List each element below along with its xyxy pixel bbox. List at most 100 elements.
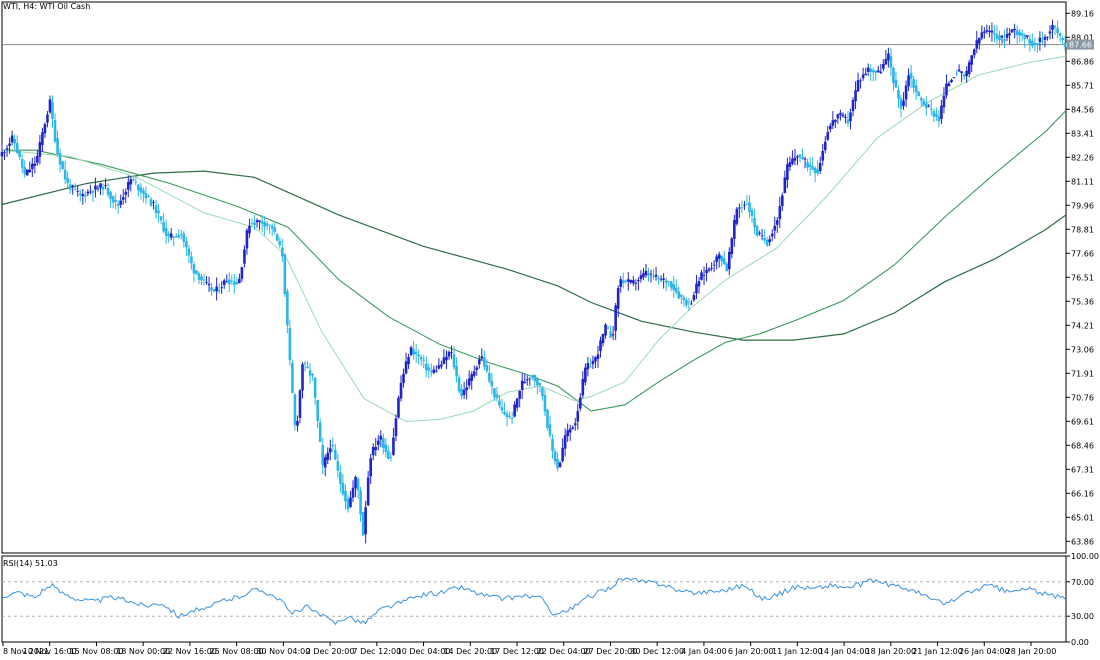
candle-bull [947,83,951,87]
candle-bull [710,267,713,269]
candle-bull [89,191,92,193]
x-tick-label: 11 Jan 12:00 [772,647,823,656]
candle-bull [1048,31,1052,34]
candle-bull [778,206,782,220]
candle-bear [452,354,456,368]
candle-bear [1036,43,1039,46]
candle-bull [240,267,244,279]
candle-bear [753,218,756,228]
candle-bull [619,279,623,287]
y-tick-label: 76.51 [1071,273,1094,282]
candle-bull [596,354,600,359]
candle-bear [606,327,610,329]
candle-bear [273,227,277,232]
candle-bull [821,151,825,161]
candle-bear [250,223,254,224]
y-tick-label: 70.76 [1071,393,1094,402]
candle-bear [1015,30,1019,35]
candle-bull [844,116,847,118]
candle-bull [472,371,476,376]
candle-bull [972,49,976,56]
candle-bull [3,152,6,154]
candle-bull [831,120,835,126]
candle-bull [301,364,304,391]
candle-bull [861,74,865,79]
candle-bear [283,254,287,295]
candle-bear [483,357,486,367]
candle-bull [578,397,582,409]
candle-bear [813,167,817,174]
candle-bear [263,222,266,227]
candle-bear [488,372,491,382]
candle-bull [700,272,703,280]
candle-bear [460,388,463,397]
candle-bull [129,179,133,185]
candle-bear [536,379,539,386]
candle-bull [758,232,761,234]
candle-bear [389,456,393,459]
candle-bull [629,280,633,283]
candle-bear [109,192,112,200]
candle-bull [402,373,405,383]
candle-bull [907,75,910,87]
candle-bear [899,98,903,109]
candle-bear [382,438,385,449]
candle-bear [680,295,683,297]
y-tick-label: 79.96 [1071,201,1094,210]
y-tick-label: 69.61 [1071,417,1094,426]
candle-bull [773,225,777,231]
candle-bear [313,377,317,398]
candle-bull [849,112,852,121]
candle-bull [558,462,562,467]
candle-bull [243,249,246,264]
candle-bear [233,281,236,285]
candle-bear [871,69,875,73]
candle-bear [387,450,390,460]
candle-bear [917,91,920,97]
candle-bull [856,80,860,92]
candle-bull [374,447,378,451]
candle-bear [192,264,196,274]
candle-bear [1063,42,1067,47]
y-tick-label: 73.06 [1071,345,1094,354]
candle-bear [114,200,117,202]
candle-bear [361,512,365,536]
candle-bear [897,90,900,99]
candle-bull [442,357,446,364]
candle-bull [480,356,484,359]
candle-bull [10,135,14,143]
candle-bear [23,167,27,175]
candle-bear [116,203,120,206]
candle-bull [462,389,466,395]
candle-bull [409,347,413,355]
candle-bear [505,413,509,418]
candle-bear [1028,38,1032,44]
candle-bull [927,105,931,107]
candle-bull [99,183,102,188]
candle-bull [654,274,658,277]
candle-bear [801,156,804,160]
candle-bear [914,85,918,93]
candle-bull [86,191,90,194]
candle-bull [475,367,479,371]
rsi-panel-frame [1,555,1067,643]
candle-bear [490,380,494,387]
candle-bull [730,238,734,255]
y-tick-label: 82.26 [1071,153,1094,162]
candle-bear [179,234,183,236]
candle-bear [869,68,873,72]
candle-bull [626,279,630,282]
chart-title: WTI, H4: WTI Oil Cash [3,2,91,11]
candle-bear [455,365,458,377]
candle-bull [945,83,948,96]
candle-bear [755,225,759,236]
candle-bear [200,276,203,281]
candle-bull [690,303,693,305]
x-tick-label: 6 Jan 20:00 [728,647,774,656]
candle-bull [369,458,372,477]
candle-bull [0,151,4,157]
candle-bull [205,281,208,283]
candle-bull [561,447,564,462]
candle-bear [806,162,809,168]
